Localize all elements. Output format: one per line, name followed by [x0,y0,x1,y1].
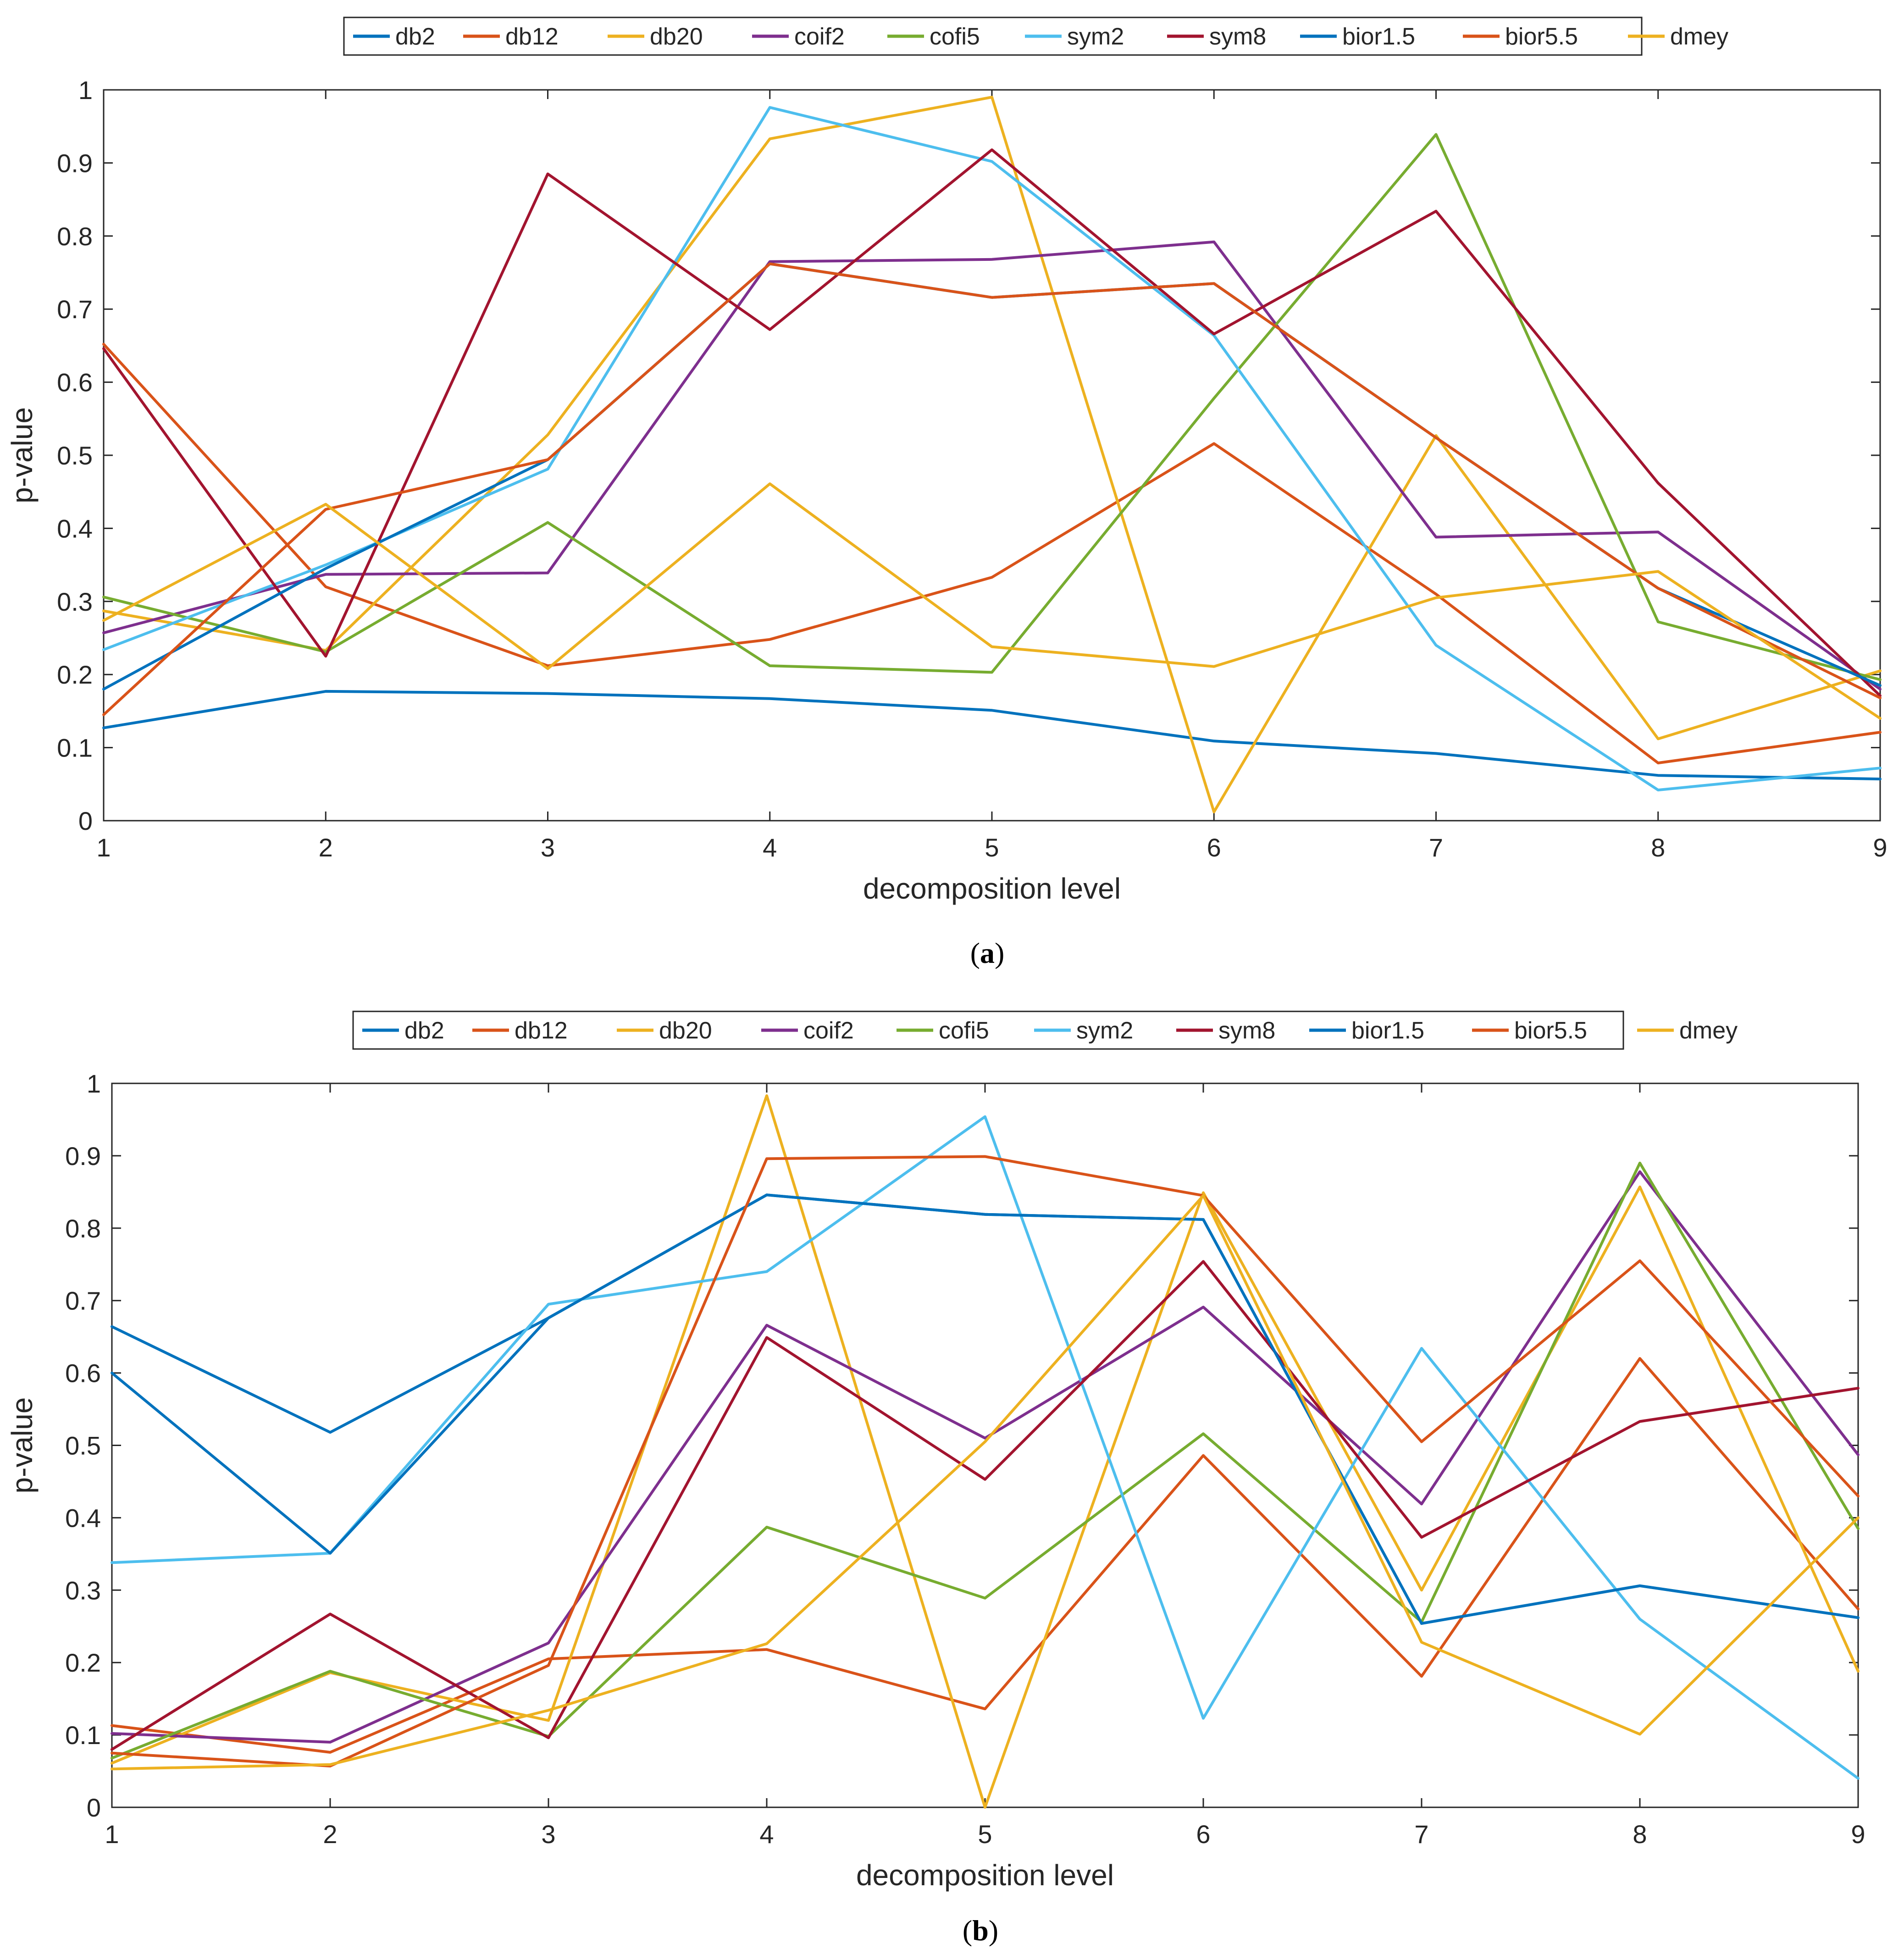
panel-b-caption: (b) [963,1914,998,1947]
panel-b-ylabel: p-value [6,1397,39,1494]
panel-a-series-db2 [102,690,1882,781]
panel-b-legend-label: coif2 [803,1017,854,1044]
panel-a-legend-label: coif2 [794,23,845,50]
panel-b-ytick-label: 0.9 [65,1142,101,1170]
panel-a-ytick-label: 0.4 [57,514,93,543]
panel-b-ytick-label: 0 [87,1793,101,1822]
panel-b-ytick-label: 0.8 [65,1214,101,1243]
panel-a-legend-label: db12 [505,23,559,50]
panel-b-legend-label: sym8 [1218,1017,1275,1044]
panel-b-xlabel: decomposition level [856,1859,1114,1892]
panel-a-ytick-label: 0.2 [57,660,93,689]
panel-a-series-db12 [102,342,1882,765]
panel-b-legend-box [352,1010,1624,1050]
panel-b-legend-label: bior5.5 [1514,1017,1587,1044]
panel-b-xtick-label: 9 [1851,1820,1865,1849]
panel-a-xtick-label: 1 [96,833,111,862]
panel-a-series-coif2 [102,240,1882,691]
panel-a-series-db20 [102,95,1882,813]
panel-b-series-bior1-5 [111,1193,1860,1625]
panel-b-xtick-label: 3 [541,1820,555,1849]
panel-a-xtick-label: 2 [319,833,333,862]
panel-a-legend-label: bior1.5 [1342,23,1415,50]
panel-a-legend-label: sym2 [1067,23,1124,50]
panel-a-axes-box [103,89,1881,822]
panel-a-ytick-label: 0.3 [57,587,93,616]
panel-a-legend-box [343,17,1643,56]
panel-b-series-sym2 [111,1115,1860,1780]
panel-a-ylabel: p-value [6,407,39,503]
panel-b-ytick-label: 0.2 [65,1648,101,1677]
panel-b: 1 2 3 4 5 6 7 8 9 0 0.1 0.2 0.3 0.4 0.5 0.6 0.7 0.8 0.9 1 de… [6,1010,1865,1947]
panel-a-legend-label: bior5.5 [1505,23,1578,50]
panel-a-ytick-label: 0.1 [57,734,93,762]
panel-b-series-db12 [111,1357,1860,1754]
panel-b-xtick-label: 5 [978,1820,992,1849]
panel-a-ytick-label: 0.5 [57,441,93,470]
panel-b-ytick-label: 0.4 [65,1503,101,1532]
panel-a-series-dmey [102,482,1882,720]
panel-b-ytick-label: 0.6 [65,1359,101,1388]
panel-b-ytick-label: 1 [87,1069,101,1098]
panel-a-xtick-label: 9 [1873,833,1887,862]
panel-a-ytick-label: 1 [78,76,93,105]
panel-b-legend-label: db12 [515,1017,568,1044]
panel-b-axes-box [111,1082,1859,1808]
panel-b-xtick-label: 7 [1414,1820,1428,1849]
panel-a-ytick-label: 0.7 [57,295,93,324]
panel-b-xtick-label: 8 [1633,1820,1647,1849]
panel-a-series-bior5-5 [102,262,1882,716]
panel-b-xtick-label: 2 [323,1820,337,1849]
panel-a-ytick-label: 0.6 [57,368,93,397]
panel-b-ytick-label: 0.1 [65,1721,101,1750]
panel-a-xtick-label: 4 [763,833,777,862]
panel-a-xtick-label: 5 [985,833,999,862]
panel-a-ytick-label: 0.8 [57,222,93,251]
panel-b-legend-label: dmey [1679,1017,1738,1044]
panel-a-legend-label: dmey [1670,23,1728,50]
panel-a-xtick-label: 7 [1429,833,1443,862]
panel-b-xtick-label: 1 [105,1820,119,1849]
panel-b-ytick-label: 0.5 [65,1431,101,1460]
panel-a-xlabel: decomposition level [863,872,1121,905]
panel-b-legend-label: cofi5 [939,1017,989,1044]
panel-a-caption: (a) [970,937,1005,969]
panel-b-series-bior5-5 [111,1155,1860,1767]
panel-a-ytick-label: 0.9 [57,149,93,177]
panel-b-xtick-label: 4 [759,1820,774,1849]
panel-a-xtick-label: 6 [1207,833,1221,862]
panel-b-series-sym8 [111,1260,1860,1751]
panel-a-legend-label: db20 [650,23,703,50]
panel-b-series-dmey [111,1194,1860,1771]
panel-a-legend-label: sym8 [1209,23,1266,50]
panel-b-xtick-label: 6 [1196,1820,1210,1849]
panel-a-xtick-label: 3 [541,833,555,862]
panel-a-series-cofi5 [102,133,1882,681]
panel-a-legend-label: db2 [395,23,435,50]
panel-b-legend-label: bior1.5 [1351,1017,1424,1044]
panel-b-legend-label: sym2 [1076,1017,1133,1044]
panel-b-series-coif2 [111,1170,1860,1744]
panel-a: 1 2 3 4 5 6 7 8 9 0 0.1 0.2 0.3 0.4 0.5 0.6 0.7 0.8 0.9 1 de… [6,17,1887,969]
panel-b-ytick-label: 0.7 [65,1286,101,1315]
panel-b-series-cofi5 [111,1161,1860,1760]
panel-b-ytick-label: 0.3 [65,1576,101,1605]
panel-a-ytick-label: 0 [78,806,93,835]
panel-b-legend-label: db20 [659,1017,712,1044]
panel-a-series-sym8 [102,148,1882,697]
panel-a-xtick-label: 8 [1651,833,1665,862]
panel-a-legend-label: cofi5 [930,23,980,50]
panel-b-legend-label: db2 [404,1017,444,1044]
